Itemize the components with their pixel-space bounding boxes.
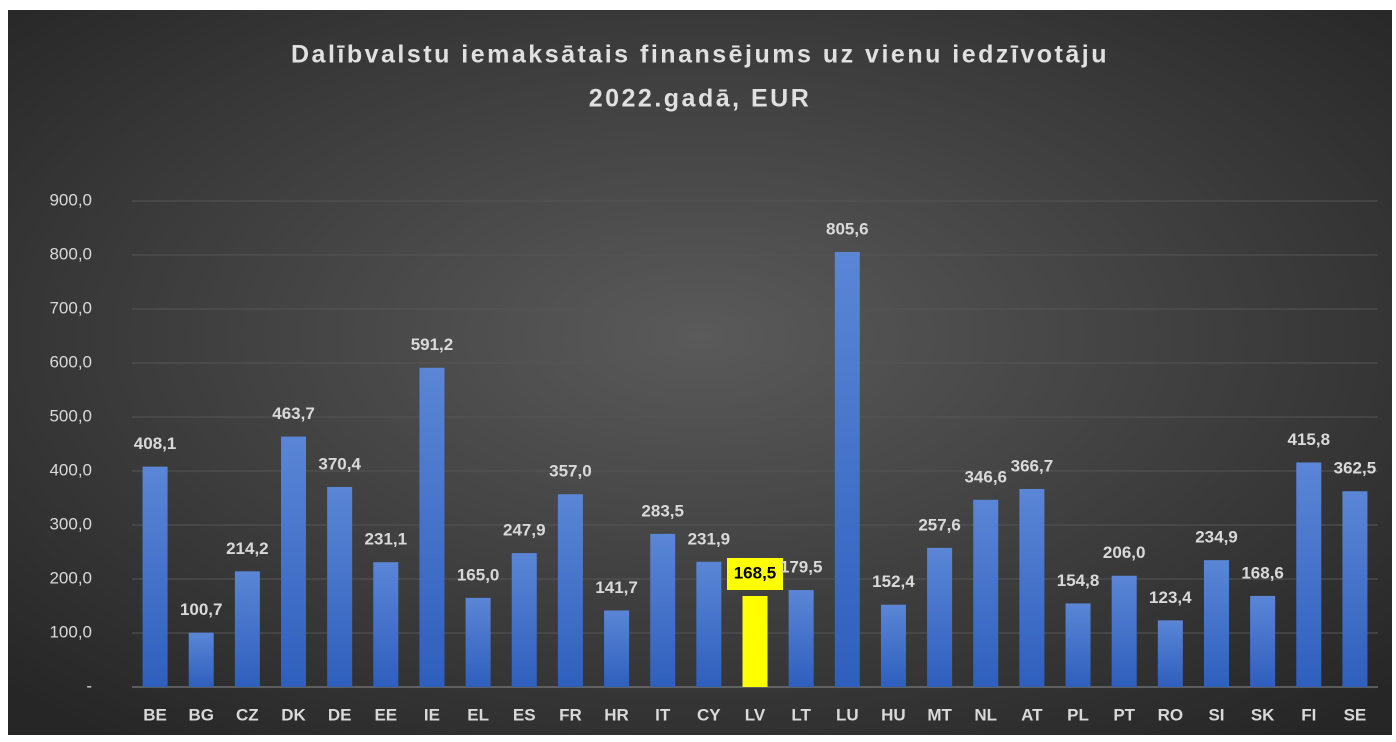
bar xyxy=(281,436,307,687)
data-label: 231,9 xyxy=(688,529,731,548)
y-tick-label: - xyxy=(86,676,92,695)
x-tick-label: BE xyxy=(143,705,167,724)
x-tick-label: IE xyxy=(424,705,440,724)
bar xyxy=(557,494,583,687)
data-label: 283,5 xyxy=(641,501,684,520)
x-tick-label: LU xyxy=(836,705,859,724)
y-tick-label: 200,0 xyxy=(49,568,92,587)
data-label: 463,7 xyxy=(272,404,315,423)
y-tick-label: 800,0 xyxy=(49,244,92,263)
data-label: 179,5 xyxy=(780,558,823,577)
data-label: 362,5 xyxy=(1334,459,1377,478)
data-label: 168,5 xyxy=(734,563,777,582)
data-label-box xyxy=(727,558,783,591)
data-label: 206,0 xyxy=(1103,543,1146,562)
data-label: 123,4 xyxy=(1149,588,1192,607)
y-tick-label: 900,0 xyxy=(49,190,92,209)
bar xyxy=(927,547,953,687)
bar xyxy=(1157,620,1183,687)
data-label: 346,6 xyxy=(964,467,1007,486)
y-tick-label: 700,0 xyxy=(49,298,92,317)
bar xyxy=(465,597,491,687)
x-tick-label: DK xyxy=(281,705,306,724)
x-tick-label: ES xyxy=(513,705,536,724)
data-label: 100,7 xyxy=(180,600,223,619)
x-tick-label: FR xyxy=(559,705,582,724)
x-tick-label: PL xyxy=(1067,705,1089,724)
data-label: 370,4 xyxy=(318,454,361,473)
bar xyxy=(327,486,353,687)
data-label: 357,0 xyxy=(549,462,592,481)
bar xyxy=(834,251,860,687)
data-label: 214,2 xyxy=(226,539,269,558)
bar xyxy=(880,604,906,687)
data-label: 168,6 xyxy=(1241,563,1284,582)
x-tick-label: CZ xyxy=(236,705,259,724)
x-tick-label: DE xyxy=(328,705,352,724)
bar xyxy=(419,367,445,687)
bar xyxy=(234,571,260,687)
y-tick-label: 100,0 xyxy=(49,622,92,641)
x-tick-label: SE xyxy=(1344,705,1367,724)
x-tick-label: BG xyxy=(188,705,214,724)
bar xyxy=(1065,603,1091,687)
x-tick-label: MT xyxy=(927,705,952,724)
chart-title: 2022.gadā, EUR xyxy=(589,85,812,113)
bar xyxy=(511,553,537,687)
data-label: 805,6 xyxy=(826,219,869,238)
y-tick-label: 600,0 xyxy=(49,352,92,371)
chart-title: Dalībvalstu iemaksātais finansējums uz v… xyxy=(291,41,1109,69)
x-tick-label: FI xyxy=(1301,705,1316,724)
data-label: 141,7 xyxy=(595,578,638,597)
bar xyxy=(1250,595,1276,687)
x-tick-label: SK xyxy=(1251,705,1275,724)
x-tick-label: AT xyxy=(1021,705,1043,724)
bar xyxy=(650,533,676,687)
data-label: 366,7 xyxy=(1011,456,1054,475)
bar xyxy=(188,632,214,687)
x-tick-label: IT xyxy=(655,705,671,724)
data-label: 591,2 xyxy=(411,335,454,354)
data-label: 231,1 xyxy=(365,530,408,549)
bar xyxy=(604,610,630,687)
bar xyxy=(142,466,168,687)
bar xyxy=(1296,462,1322,687)
x-tick-label: LV xyxy=(745,705,766,724)
data-label: 152,4 xyxy=(872,572,915,591)
x-tick-label: SI xyxy=(1208,705,1224,724)
bar xyxy=(1111,575,1137,687)
data-label: 257,6 xyxy=(918,515,961,534)
y-tick-label: 300,0 xyxy=(49,514,92,533)
bar xyxy=(696,561,722,687)
bar xyxy=(973,499,999,687)
data-label: 415,8 xyxy=(1288,430,1331,449)
x-tick-label: HR xyxy=(604,705,629,724)
x-tick-label: NL xyxy=(974,705,997,724)
bar xyxy=(373,562,399,687)
x-tick-label: EL xyxy=(467,705,489,724)
x-tick-label: RO xyxy=(1158,705,1184,724)
x-tick-label: HU xyxy=(881,705,906,724)
x-tick-label: EE xyxy=(374,705,397,724)
data-label: 247,9 xyxy=(503,521,546,540)
bar xyxy=(742,596,768,687)
data-label: 234,9 xyxy=(1195,528,1238,547)
x-tick-label: PT xyxy=(1113,705,1135,724)
data-label: 165,0 xyxy=(457,565,500,584)
x-tick-label: CY xyxy=(697,705,721,724)
y-tick-label: 400,0 xyxy=(49,460,92,479)
data-label: 154,8 xyxy=(1057,571,1100,590)
bar xyxy=(1342,491,1368,687)
bar xyxy=(1203,560,1229,687)
x-tick-label: LT xyxy=(791,705,811,724)
bar xyxy=(1019,488,1045,687)
bar xyxy=(788,590,814,687)
y-tick-label: 500,0 xyxy=(49,406,92,425)
data-label: 408,1 xyxy=(134,434,177,453)
